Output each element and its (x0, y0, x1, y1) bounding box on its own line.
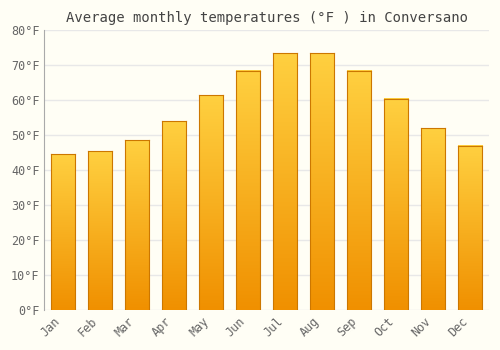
Title: Average monthly temperatures (°F ) in Conversano: Average monthly temperatures (°F ) in Co… (66, 11, 468, 25)
